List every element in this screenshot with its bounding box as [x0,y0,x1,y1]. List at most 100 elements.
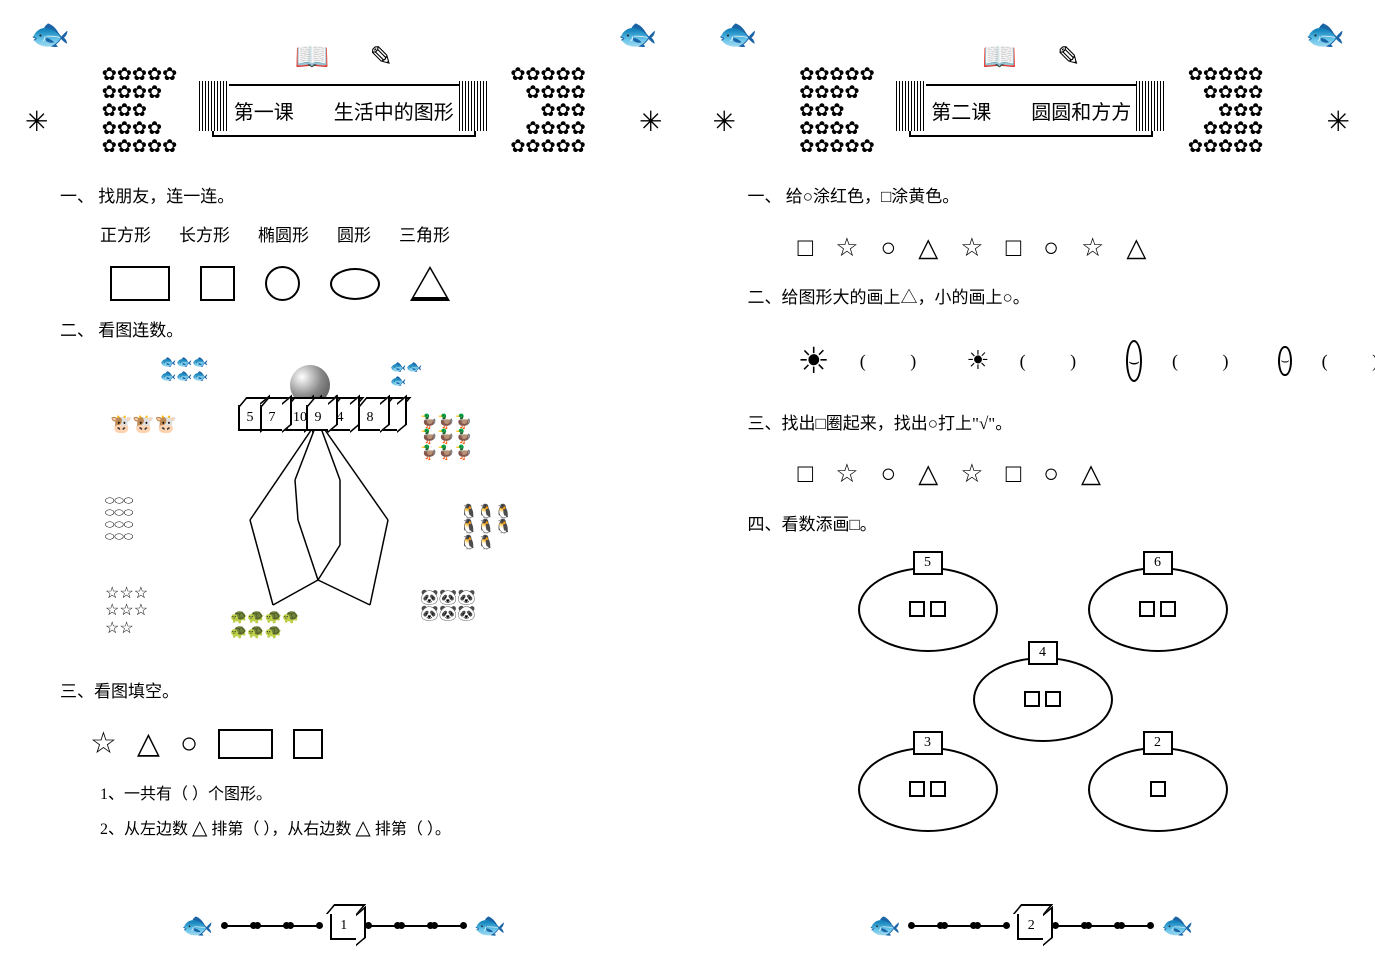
page-number: 2 [1017,912,1045,940]
oval-group: 3 [858,731,998,832]
header-decoration: 🐟 🐟 ✳ ✳ 📖 ✎ ✿✿✿✿✿✿✿✿✿✿✿✿✿✿✿✿✿✿✿✿✿ 第一课 生活… [30,20,658,160]
page-right: 🐟 🐟 ✳ ✳ 📖 ✎ ✿✿✿✿✿✿✿✿✿✿✿✿✿✿✿✿✿✿✿✿✿ 第二课 圆圆… [688,0,1375,971]
label-triangle: 三角形 [399,221,450,252]
triangle-icon: △ [137,717,160,771]
fish-icon: 🐟 [30,15,70,53]
oval-group: 6 [1088,551,1228,652]
q3-shapes: ☆ △ ○ [60,717,628,771]
star-icon: ☆ [835,451,858,498]
fish-icon: 🐟 [869,911,901,941]
page-number: 1 [330,912,358,940]
book-pencil-icons: 📖 ✎ [982,40,1080,74]
counting-area: 🐟🐟🐟🐟🐟🐟 🐟🐟🐟 🐮🐮🐮 🦆🦆🦆🦆🦆🦆🦆🦆🦆 ⬭⬭⬭⬭⬭⬭⬭⬭⬭⬭⬭⬭ 🐧🐧… [90,355,628,665]
scroll-icon [459,81,489,131]
q3-shapes: □ ☆ ○ △ ☆ □ ○ △ [748,451,1316,498]
diagram-lines [210,405,430,635]
flower-cluster-right: ✿✿✿✿✿✿✿✿✿✿✿✿✿✿✿✿✿✿✿✿✿ [476,65,586,155]
star-icon: ☆ [90,717,117,771]
fish-group-2: 🐟🐟🐟 [390,360,422,389]
oval-shape [858,567,998,652]
q3-text-b: 排第（ ），从右边数 [211,821,351,838]
num-box: 5 [238,405,262,431]
dots-left [911,925,1007,927]
square-icon: □ [798,225,814,272]
answer-blank: ( ) [860,345,937,377]
label-circle: 圆形 [337,221,371,252]
tiny-square [1160,601,1176,617]
flower-border: ✿✿✿✿✿✿✿✿✿✿✿✿✿✿✿✿✿✿✿✿✿ 第一课 生活中的图形 ✿✿✿✿✿✿✿… [30,70,658,150]
num-box: 8 [358,405,382,431]
q4-title: 四、看数添画□。 [748,510,1316,541]
tiny-square [1150,781,1166,797]
label-ellipse: 椭圆形 [258,221,309,252]
content-left: 一、 找朋友，连一连。 正方形 长方形 椭圆形 圆形 三角形 二、 看图连数。 … [30,160,658,856]
circle-icon: ○ [881,451,897,498]
star-icon: ☆ [1081,225,1104,272]
oval-group: 5 [858,551,998,652]
star-icon: ☆ [835,225,858,272]
oval-shape [1088,747,1228,832]
triangle-icon: △ [918,451,938,498]
number-diagram: 1 5 3 6 2 10 4 9 7 8 [210,405,430,635]
star-icon: ☆ [960,225,983,272]
fish-icon: 🐟 [474,911,506,941]
ellipse-shape [330,268,380,300]
flower-cluster-right: ✿✿✿✿✿✿✿✿✿✿✿✿✿✿✿✿✿✿✿✿✿ [1153,65,1263,155]
cow-group: 🐮🐮🐮 [110,415,177,435]
circle-shape [265,266,300,301]
lesson-label: 第二课 [931,96,991,125]
q1-title: 一、 给○涂红色，□涂黄色。 [748,182,1316,213]
page-left: 🐟 🐟 ✳ ✳ 📖 ✎ ✿✿✿✿✿✿✿✿✿✿✿✿✿✿✿✿✿✿✿✿✿ 第一课 生活… [0,0,688,971]
triangle-icon: △ [918,225,938,272]
lesson-title: 圆圆和方方 [1031,96,1131,125]
smiley-small-icon: ⌣ [1278,346,1291,376]
oval-label: 3 [913,731,943,755]
scroll-icon [896,81,926,131]
q3-text-a: 2、从左边数 [100,821,188,838]
ovals-area: 56432 [788,551,1276,831]
oval-shape [1088,567,1228,652]
dots-left [224,925,320,927]
shapes-row [60,266,628,301]
rectangle-shape [218,729,273,759]
book-icon: 📖 [295,40,330,74]
square-shape [200,266,235,301]
smiley-large-icon: ⌣ [1126,340,1142,382]
square-shape [293,729,323,759]
star-icon: ☆ [960,451,983,498]
circle-icon: ○ [180,717,198,771]
oval-shape [858,747,998,832]
oval-label: 6 [1143,551,1173,575]
q2-title: 二、给图形大的画上△，小的画上○。 [748,283,1316,314]
label-square: 正方形 [100,221,151,252]
flower-cluster-left: ✿✿✿✿✿✿✿✿✿✿✿✿✿✿✿✿✿✿✿✿✿ [102,65,212,155]
triangle-icon: △ [192,817,207,839]
scroll-icon [1136,81,1166,131]
oval-shape [973,657,1113,742]
q1-shapes: □ ☆ ○ △ ☆ □ ○ ☆ △ [748,225,1316,272]
book-pencil-icons: 📖 ✎ [295,40,393,74]
num-box: 9 [306,405,330,431]
q3-title: 三、找出□圈起来，找出○打上"√"。 [748,409,1316,440]
rectangle-shape [110,266,170,301]
square-icon: □ [798,451,814,498]
oval-label: 4 [1028,641,1058,665]
flower-border: ✿✿✿✿✿✿✿✿✿✿✿✿✿✿✿✿✿✿✿✿✿ 第二课 圆圆和方方 ✿✿✿✿✿✿✿✿… [718,70,1346,150]
q3-text-c: 排第（ ）。 [375,821,451,838]
tiny-square [1139,601,1155,617]
num-box: 7 [260,405,284,431]
tiny-square [909,781,925,797]
oval-group: 4 [973,641,1113,742]
triangle-shape [410,266,450,301]
star-group: ☆☆☆☆☆☆☆☆ [105,585,148,638]
triangle-icon: △ [1081,451,1101,498]
tiny-square [930,781,946,797]
lesson-banner: 第二课 圆圆和方方 [909,84,1153,137]
tiny-square [1024,691,1040,707]
lesson-label: 第一课 [234,96,294,125]
answer-blank: ( ) [1172,345,1249,377]
lesson-title: 生活中的图形 [334,96,454,125]
pencil-icon: ✎ [369,40,392,74]
fish-icon: 🐟 [618,15,658,53]
oval-label: 5 [913,551,943,575]
